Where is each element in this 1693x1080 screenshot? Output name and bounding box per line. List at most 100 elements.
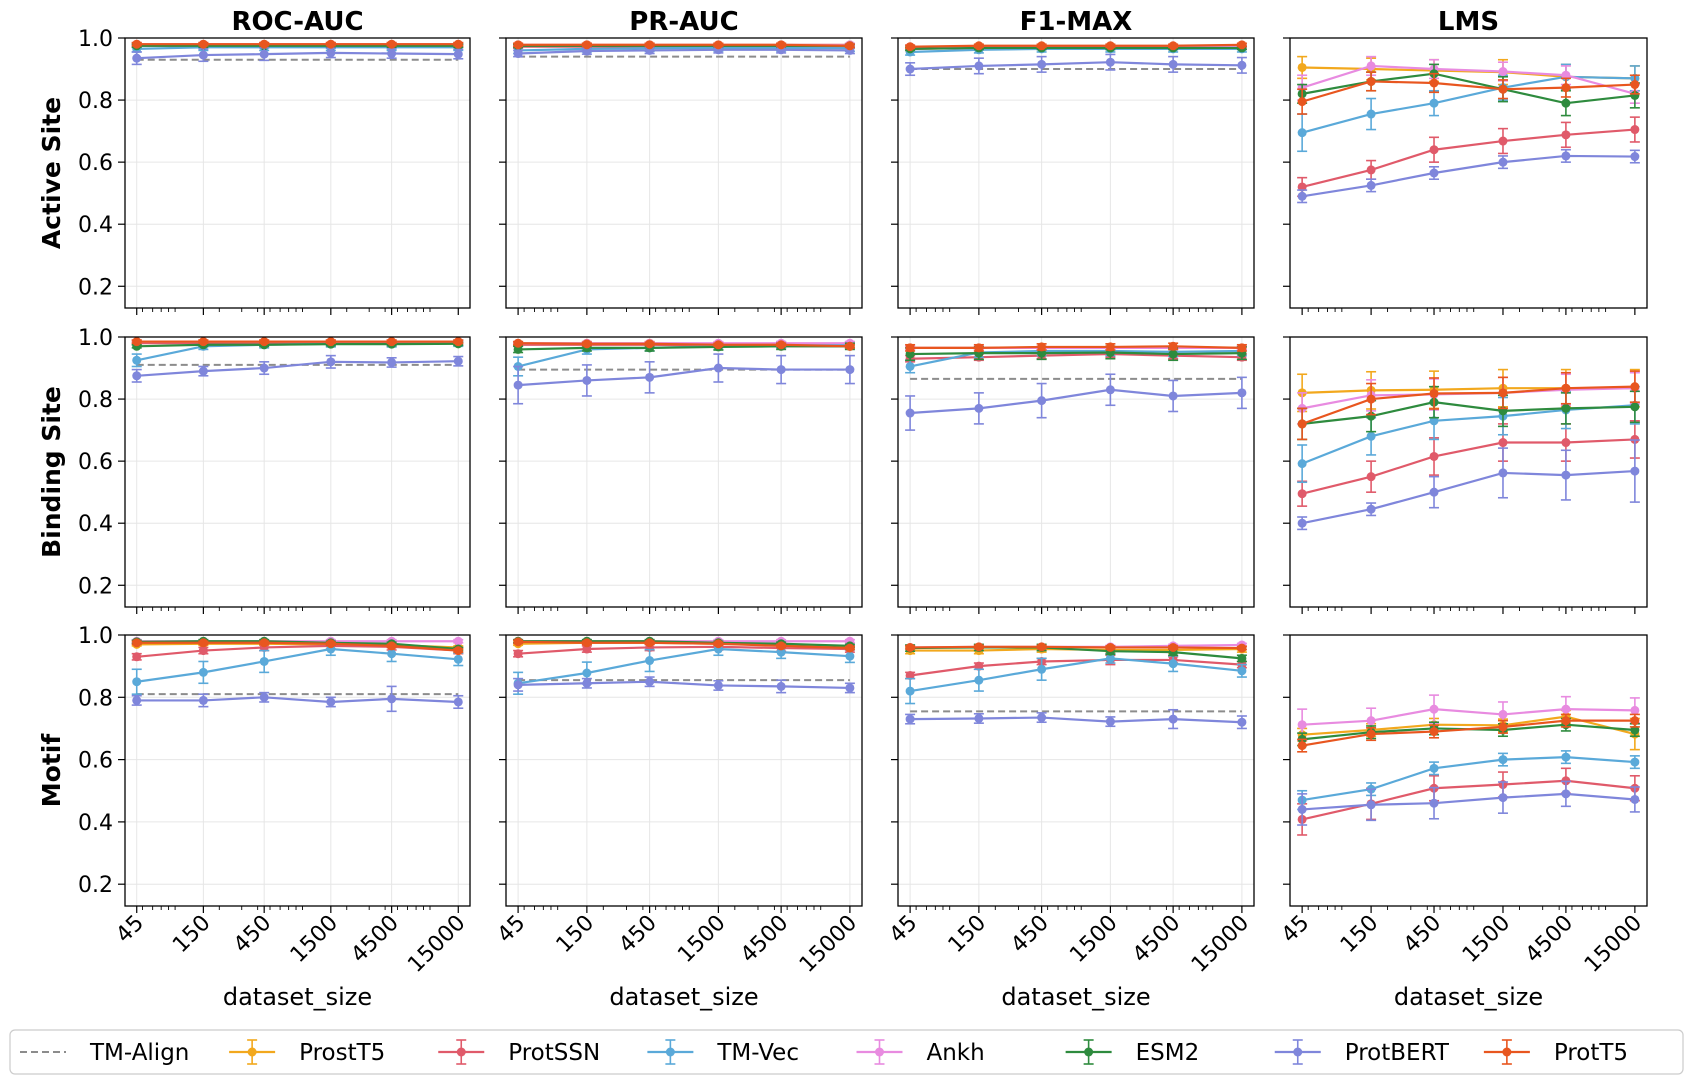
data-point xyxy=(453,654,463,664)
data-point xyxy=(776,681,786,691)
plot-frame xyxy=(505,336,863,608)
series-prott5 xyxy=(905,642,1247,653)
series-ankh xyxy=(1297,371,1640,425)
legend-label: Ankh xyxy=(927,1040,985,1066)
data-point xyxy=(1237,60,1247,70)
gridlines xyxy=(898,336,1254,607)
legend-item-ankh: Ankh xyxy=(856,1039,985,1066)
panel-1-2 xyxy=(499,37,863,315)
data-point xyxy=(845,341,855,351)
data-point xyxy=(1105,41,1115,51)
data-point xyxy=(1366,800,1376,810)
data-point xyxy=(776,365,786,375)
data-point xyxy=(259,337,269,347)
series-line xyxy=(909,657,1243,693)
data-point xyxy=(513,649,523,659)
legend-item-prostt5: ProstT5 xyxy=(229,1039,385,1066)
data-point xyxy=(1498,438,1508,448)
legend-label: ESM2 xyxy=(1136,1040,1200,1066)
data-point xyxy=(582,678,592,688)
data-point xyxy=(1297,182,1307,192)
data-point xyxy=(198,646,208,656)
x-tick-label: 150 xyxy=(944,911,991,958)
legend-label: ProtSSN xyxy=(508,1040,600,1066)
data-point xyxy=(974,343,984,353)
data-point xyxy=(776,647,786,657)
data-point xyxy=(326,39,336,49)
data-point xyxy=(387,39,397,49)
series-line xyxy=(1301,80,1635,103)
plot-frame xyxy=(1289,634,1648,907)
data-point xyxy=(1429,78,1439,88)
data-point xyxy=(1429,763,1439,773)
data-point xyxy=(1630,705,1640,715)
series-protssn xyxy=(905,654,1247,680)
x-tick-label: 45 xyxy=(885,911,922,948)
data-point xyxy=(132,652,142,662)
data-point xyxy=(132,371,142,381)
data-point xyxy=(713,40,723,50)
data-point xyxy=(974,642,984,652)
series-tm-vec xyxy=(1297,63,1640,153)
series-line xyxy=(1301,438,1635,495)
data-point xyxy=(1561,98,1571,108)
data-point xyxy=(845,683,855,693)
series-line xyxy=(136,696,459,704)
data-point xyxy=(905,408,915,418)
data-point xyxy=(1630,466,1640,476)
data-point xyxy=(905,349,915,359)
data-point xyxy=(1366,472,1376,482)
y-tick-label: 0.8 xyxy=(78,388,113,413)
data-point xyxy=(1630,794,1640,804)
x-tick-label: 45 xyxy=(493,911,530,948)
data-point xyxy=(453,697,463,707)
data-point xyxy=(1429,451,1439,461)
series-line xyxy=(518,366,850,387)
data-point xyxy=(132,53,142,63)
gridlines xyxy=(898,37,1254,308)
data-point xyxy=(645,638,655,648)
legend-item-tm-vec: TM-Vec xyxy=(647,1039,799,1066)
data-point xyxy=(1561,789,1571,799)
data-point xyxy=(198,667,208,677)
data-point xyxy=(1429,168,1439,178)
legend-item-prott5: ProtT5 xyxy=(1483,1039,1628,1066)
series-prott5 xyxy=(1297,370,1640,441)
legend-frame xyxy=(9,1029,1684,1075)
gridlines xyxy=(125,37,470,308)
x-tick-label: 4500 xyxy=(736,911,793,968)
data-point xyxy=(905,714,915,724)
data-point xyxy=(1297,489,1307,499)
data-point xyxy=(905,361,915,371)
data-point xyxy=(1297,741,1307,751)
data-point xyxy=(1037,713,1047,723)
legend-label: ProtBERT xyxy=(1345,1040,1450,1066)
plot-frame xyxy=(505,634,863,907)
x-tick-label: 1500 xyxy=(1458,911,1515,968)
data-point xyxy=(1168,714,1178,724)
series-line xyxy=(1301,385,1635,425)
series-prott5 xyxy=(1297,713,1640,753)
series-protbert xyxy=(131,354,464,383)
plot-frame xyxy=(124,336,471,608)
data-point xyxy=(326,639,336,649)
legend-label: ProstT5 xyxy=(299,1040,385,1066)
column-title-3: F1-MAX xyxy=(1020,7,1133,37)
series-prott5 xyxy=(513,338,855,351)
legend-swatch-marker xyxy=(247,1047,257,1057)
data-point xyxy=(198,39,208,49)
data-point xyxy=(513,338,523,348)
series-line xyxy=(518,48,850,55)
series-line xyxy=(517,647,850,685)
data-point xyxy=(1561,130,1571,140)
series-line xyxy=(1301,719,1635,747)
data-point xyxy=(1366,61,1376,71)
data-point xyxy=(905,670,915,680)
data-point xyxy=(582,638,592,648)
data-point xyxy=(1037,348,1047,358)
legend-item-esm2: ESM2 xyxy=(1065,1039,1200,1066)
data-point xyxy=(1429,416,1439,426)
data-point xyxy=(845,643,855,653)
data-point xyxy=(1630,80,1640,90)
panel-3-4: 45 150 450 1500 4500 15000 dataset_size xyxy=(1277,634,1648,1011)
